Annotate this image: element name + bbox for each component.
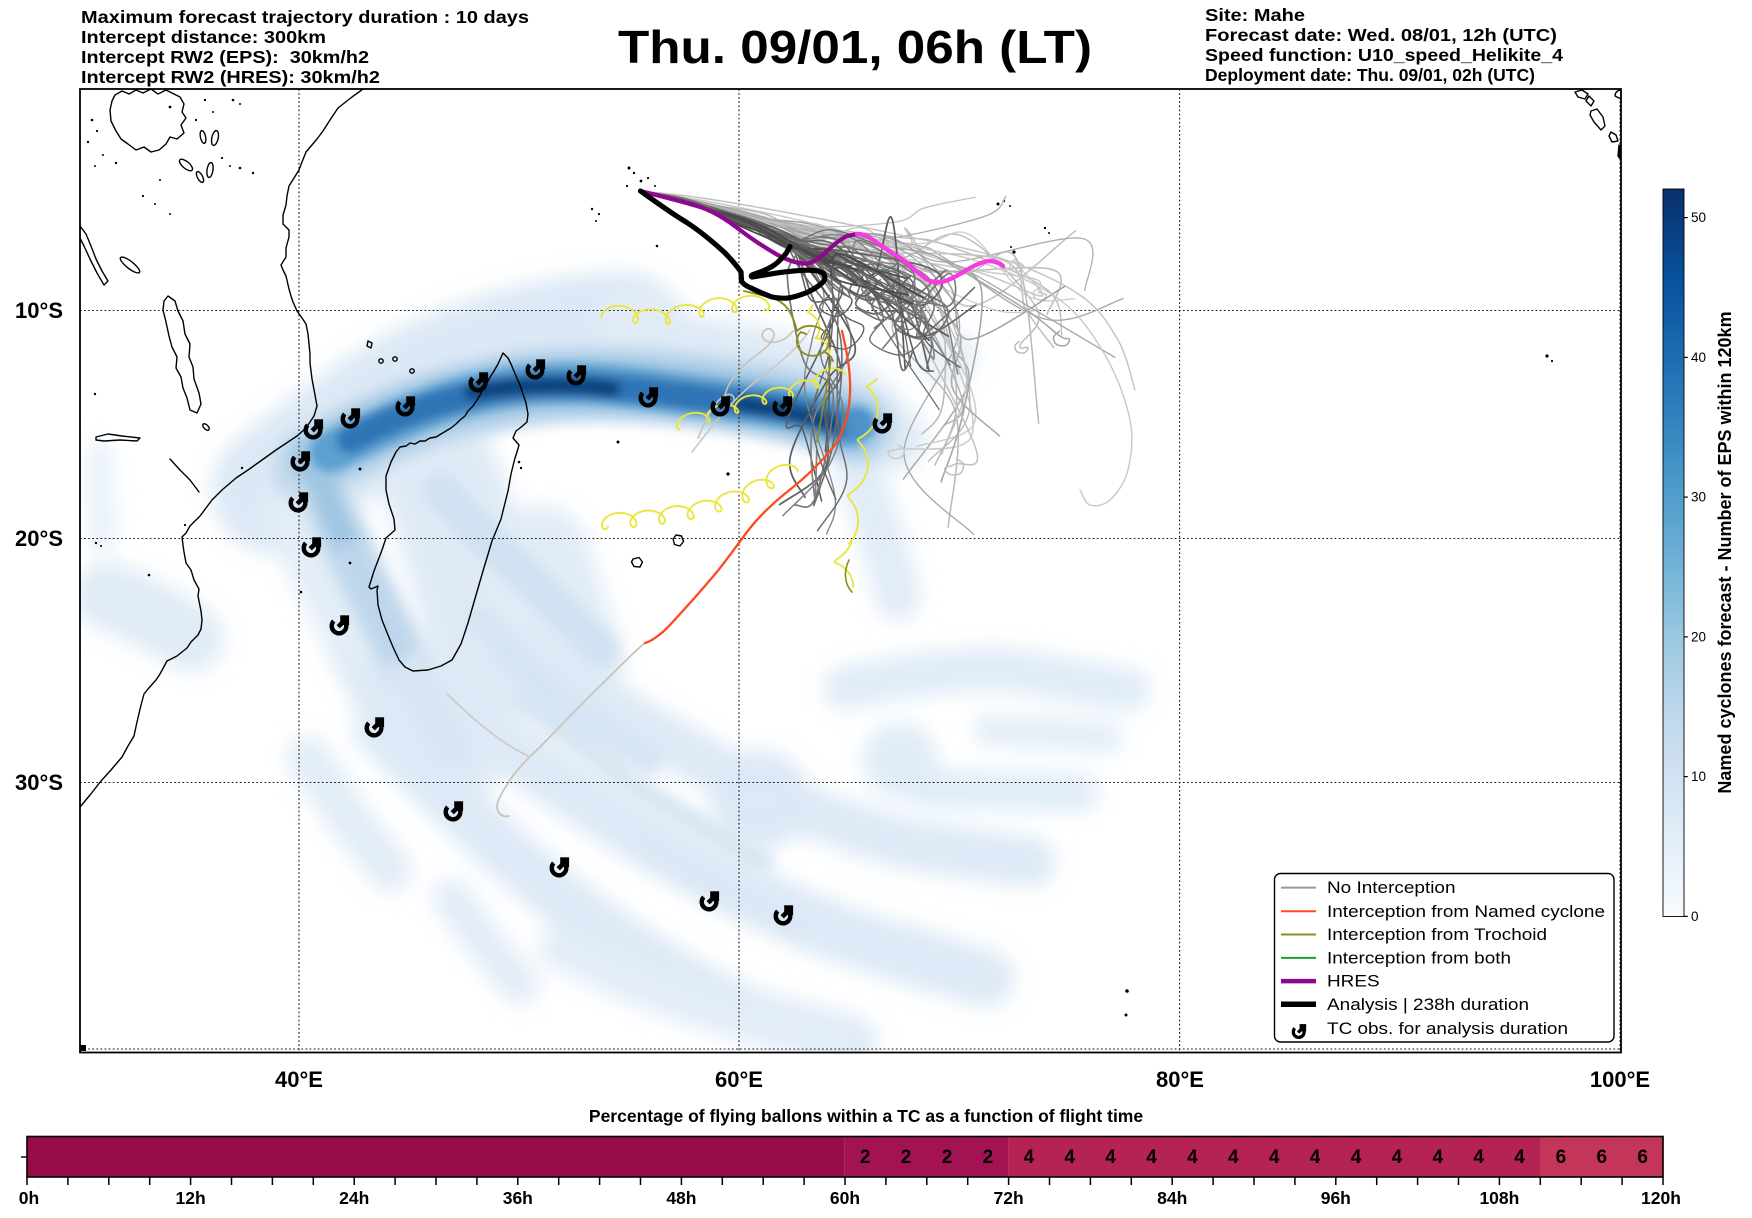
svg-text:4: 4 [1433,1147,1444,1168]
svg-text:4: 4 [1146,1147,1157,1168]
svg-text:4: 4 [1351,1147,1362,1168]
svg-text:Interception from both: Interception from both [1327,949,1511,968]
svg-text:HRES: HRES [1327,972,1380,991]
svg-text:10: 10 [1691,769,1706,784]
svg-text:4: 4 [1392,1147,1403,1168]
svg-text:4: 4 [1514,1147,1525,1168]
svg-text:120h: 120h [1641,1188,1681,1208]
svg-text:4: 4 [1024,1147,1035,1168]
svg-text:4: 4 [1064,1147,1075,1168]
svg-text:2: 2 [860,1147,871,1168]
svg-text:0: 0 [1691,909,1699,924]
svg-text:Intercept RW2 (EPS): 30km/h2: Intercept RW2 (EPS): 30km/h2 [81,47,369,67]
svg-text:60°E: 60°E [715,1067,763,1092]
svg-text:TC obs. for analysis duration: TC obs. for analysis duration [1327,1019,1568,1038]
svg-text:108h: 108h [1479,1188,1519,1208]
svg-text:Interception from Named cyclon: Interception from Named cyclone [1327,902,1605,921]
svg-text:2: 2 [901,1147,912,1168]
svg-text:48h: 48h [666,1188,696,1208]
svg-text:80°E: 80°E [1156,1067,1204,1092]
svg-text:30°S: 30°S [15,770,63,795]
svg-text:4: 4 [1187,1147,1198,1168]
svg-text:96h: 96h [1321,1188,1351,1208]
svg-text:4: 4 [1473,1147,1484,1168]
svg-text:Intercept RW2 (HRES): 30km/h2: Intercept RW2 (HRES): 30km/h2 [81,67,380,87]
svg-text:20°S: 20°S [15,526,63,551]
svg-text:40°E: 40°E [275,1067,323,1092]
svg-text:12h: 12h [176,1188,206,1208]
svg-text:6: 6 [1597,1147,1608,1168]
svg-text:36h: 36h [503,1188,533,1208]
svg-text:4: 4 [1269,1147,1280,1168]
svg-text:Forecast date: Wed. 08/01, 12h: Forecast date: Wed. 08/01, 12h (UTC) [1205,25,1557,45]
svg-text:Site: Mahe: Site: Mahe [1205,5,1305,25]
svg-text:Thu. 09/01, 06h (LT): Thu. 09/01, 06h (LT) [618,21,1092,73]
svg-text:Named cyclones forecast - Numb: Named cyclones forecast - Number of EPS … [1715,311,1735,793]
svg-text:40: 40 [1691,350,1706,365]
svg-text:2: 2 [983,1147,994,1168]
svg-text:4: 4 [1228,1147,1239,1168]
svg-text:No Interception: No Interception [1327,878,1456,897]
svg-text:30: 30 [1691,490,1706,505]
svg-text:72h: 72h [994,1188,1024,1208]
svg-text:20: 20 [1691,630,1706,645]
svg-text:10°S: 10°S [15,298,63,323]
svg-text:Percentage of flying ballons w: Percentage of flying ballons within a TC… [589,1106,1143,1126]
svg-text:0h: 0h [19,1188,39,1208]
svg-text:4: 4 [1105,1147,1116,1168]
svg-text:100°E: 100°E [1590,1067,1650,1092]
svg-text:Interception from Trochoid: Interception from Trochoid [1327,925,1547,944]
svg-text:Deployment date: Thu. 09/01, 0: Deployment date: Thu. 09/01, 02h (UTC) [1205,65,1535,85]
svg-text:Maximum forecast trajectory du: Maximum forecast trajectory duration : 1… [81,7,529,27]
svg-text:24h: 24h [339,1188,369,1208]
svg-text:Analysis | 238h duration: Analysis | 238h duration [1327,995,1529,1014]
svg-text:Speed function: U10_speed_Heli: Speed function: U10_speed_Helikite_4 [1205,45,1563,65]
svg-text:84h: 84h [1157,1188,1187,1208]
svg-text:2: 2 [942,1147,953,1168]
svg-text:60h: 60h [830,1188,860,1208]
svg-text:6: 6 [1637,1147,1648,1168]
svg-text:Intercept distance: 300km: Intercept distance: 300km [81,27,326,47]
svg-text:4: 4 [1310,1147,1321,1168]
svg-text:50: 50 [1691,210,1706,225]
svg-text:6: 6 [1556,1147,1567,1168]
